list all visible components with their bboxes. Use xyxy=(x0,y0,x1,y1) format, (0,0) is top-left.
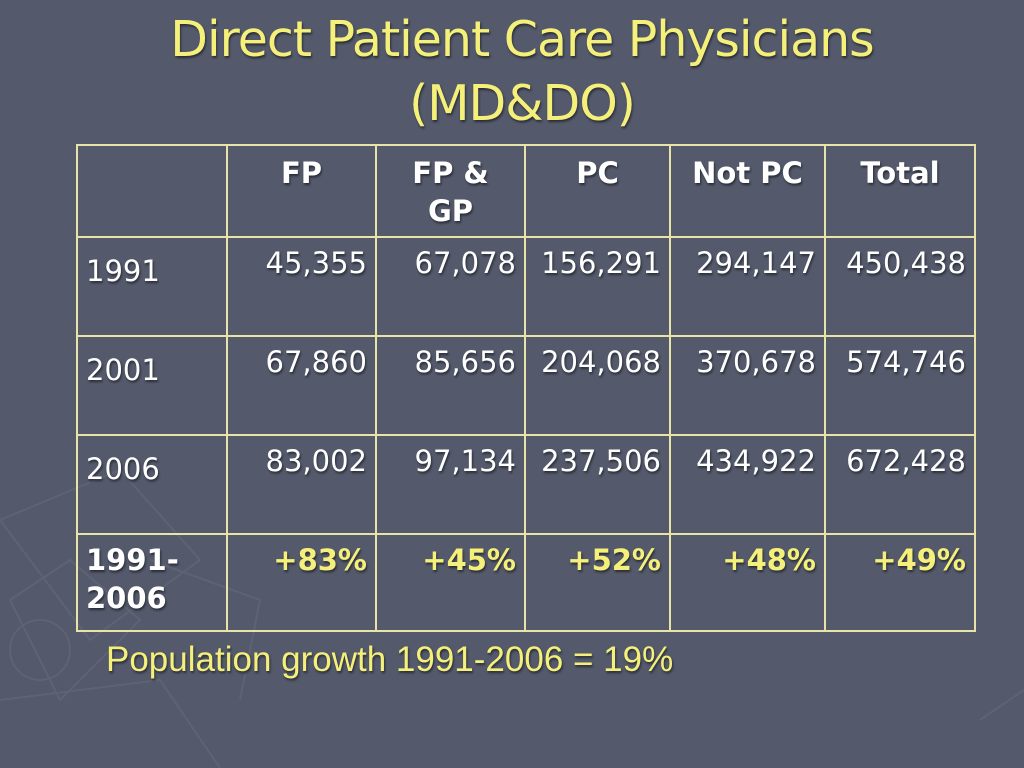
row-label: 2001 xyxy=(76,335,228,436)
table-cell: 156,291 xyxy=(524,236,671,337)
header-cell-pc: PC xyxy=(524,144,671,238)
slide-title-line1: Direct Patient Care Physicians xyxy=(170,11,874,68)
growth-cell: +49% xyxy=(824,533,976,632)
physicians-table: FP FP & GP PC Not PC Total 1991 45,355 6… xyxy=(76,144,976,632)
table-cell: 294,147 xyxy=(669,236,826,337)
slide-title-line2: (MD&DO) xyxy=(409,75,636,132)
row-label: 2006 xyxy=(76,434,228,535)
table-cell: 83,002 xyxy=(226,434,377,535)
header-cell-fp-gp: FP & GP xyxy=(375,144,526,238)
header-cell-fp: FP xyxy=(226,144,377,238)
table-cell: 45,355 xyxy=(226,236,377,337)
table-cell: 574,746 xyxy=(824,335,976,436)
table-cell: 97,134 xyxy=(375,434,526,535)
table-cell: 85,656 xyxy=(375,335,526,436)
row-label: 1991 xyxy=(76,236,228,337)
table-row: 1991 45,355 67,078 156,291 294,147 450,4… xyxy=(76,236,976,337)
growth-cell: +45% xyxy=(375,533,526,632)
table-cell: 237,506 xyxy=(524,434,671,535)
header-cell-not-pc: Not PC xyxy=(669,144,826,238)
growth-cell: +52% xyxy=(524,533,671,632)
growth-row-label: 1991-2006 xyxy=(76,533,228,632)
table-cell: 67,078 xyxy=(375,236,526,337)
table-cell: 370,678 xyxy=(669,335,826,436)
population-growth-note: Population growth 1991-2006 = 19% xyxy=(106,640,674,679)
slide-title: Direct Patient Care Physicians (MD&DO) xyxy=(0,8,1024,136)
table-header-row: FP FP & GP PC Not PC Total xyxy=(76,144,976,238)
table-row: 2006 83,002 97,134 237,506 434,922 672,4… xyxy=(76,434,976,535)
growth-row: 1991-2006 +83% +45% +52% +48% +49% xyxy=(76,533,976,632)
table-cell: 67,860 xyxy=(226,335,377,436)
table-cell: 672,428 xyxy=(824,434,976,535)
table-cell: 204,068 xyxy=(524,335,671,436)
header-cell-total: Total xyxy=(824,144,976,238)
growth-cell: +48% xyxy=(669,533,826,632)
table-row: 2001 67,860 85,656 204,068 370,678 574,7… xyxy=(76,335,976,436)
table-cell: 450,438 xyxy=(824,236,976,337)
table-cell: 434,922 xyxy=(669,434,826,535)
header-cell-empty xyxy=(76,144,228,238)
growth-cell: +83% xyxy=(226,533,377,632)
